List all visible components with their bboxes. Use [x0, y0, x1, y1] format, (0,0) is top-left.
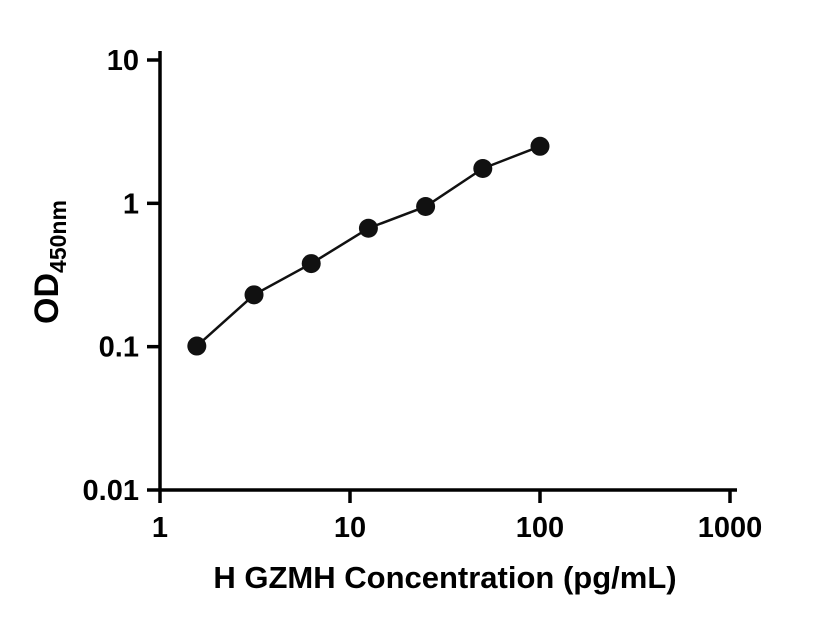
- axis-spine: [158, 51, 737, 492]
- data-point: [358, 218, 378, 238]
- trend-line: [195, 145, 541, 347]
- y-tick-label: 0.01: [83, 475, 139, 507]
- y-tick-label: 1: [123, 188, 139, 220]
- data-point: [244, 285, 264, 305]
- y-axis-title: OD450nm: [28, 200, 71, 324]
- data-point: [301, 254, 321, 274]
- spine-layer: [158, 51, 737, 492]
- x-tick-label: 1000: [698, 512, 763, 544]
- y-tick-label: 0.1: [99, 332, 139, 364]
- x-tick-label: 10: [334, 512, 366, 544]
- data-point: [416, 197, 436, 217]
- x-tick-label: 1: [152, 512, 168, 544]
- data-layer: [187, 136, 550, 356]
- ticks-layer: 1 10 100 1000 0.01 0.1 1 10: [83, 45, 763, 544]
- y-tick-label: 10: [107, 45, 139, 77]
- data-point: [473, 158, 493, 178]
- x-axis-title: H GZMH Concentration (pg/mL): [213, 560, 676, 595]
- x-tick-label: 100: [516, 512, 564, 544]
- data-point: [187, 336, 207, 356]
- data-point: [530, 136, 550, 156]
